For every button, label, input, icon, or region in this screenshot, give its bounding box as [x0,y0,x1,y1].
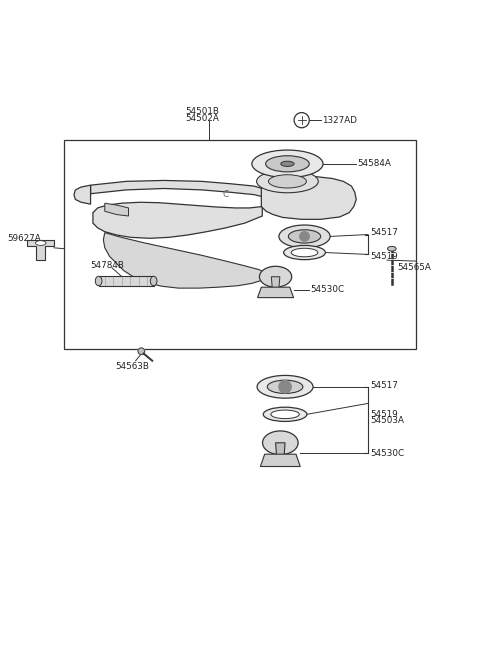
Text: 54503A: 54503A [371,415,405,424]
Text: 54502A: 54502A [185,114,219,122]
Polygon shape [98,276,154,286]
Ellipse shape [281,161,294,166]
Ellipse shape [150,276,157,286]
Text: 54784B: 54784B [91,261,124,270]
Text: 54519: 54519 [371,252,398,261]
Text: 54517: 54517 [371,381,398,390]
Text: 54501B: 54501B [185,107,219,116]
Text: 1327AD: 1327AD [322,116,357,124]
Circle shape [279,381,291,393]
Ellipse shape [263,431,298,455]
Ellipse shape [288,230,321,243]
Ellipse shape [265,156,309,172]
Ellipse shape [257,375,313,398]
Text: C: C [223,190,229,199]
Text: 54517: 54517 [371,228,398,236]
Polygon shape [261,176,356,219]
Ellipse shape [257,170,318,193]
Ellipse shape [268,175,306,188]
Polygon shape [103,233,263,288]
Text: 54530C: 54530C [371,449,405,458]
Ellipse shape [271,410,300,419]
Polygon shape [271,276,280,288]
Polygon shape [74,185,91,204]
Circle shape [138,348,144,354]
Ellipse shape [284,246,325,259]
Polygon shape [258,287,294,297]
Ellipse shape [267,380,303,394]
Text: 54563B: 54563B [116,362,150,371]
Polygon shape [105,203,129,216]
Polygon shape [27,240,54,260]
Ellipse shape [263,407,307,421]
Ellipse shape [260,267,292,287]
Ellipse shape [291,248,318,257]
Text: 54584A: 54584A [358,159,392,168]
Ellipse shape [279,225,330,248]
Ellipse shape [36,240,46,246]
Text: 54530C: 54530C [310,285,344,294]
Text: 59627A: 59627A [8,234,41,243]
Ellipse shape [387,246,396,251]
Text: 54519: 54519 [371,410,398,419]
Text: 54565A: 54565A [397,263,432,272]
Polygon shape [261,454,300,466]
Ellipse shape [252,150,323,178]
Ellipse shape [96,276,102,286]
Polygon shape [93,202,262,238]
Polygon shape [276,443,285,456]
Circle shape [300,232,309,241]
Polygon shape [91,180,264,197]
